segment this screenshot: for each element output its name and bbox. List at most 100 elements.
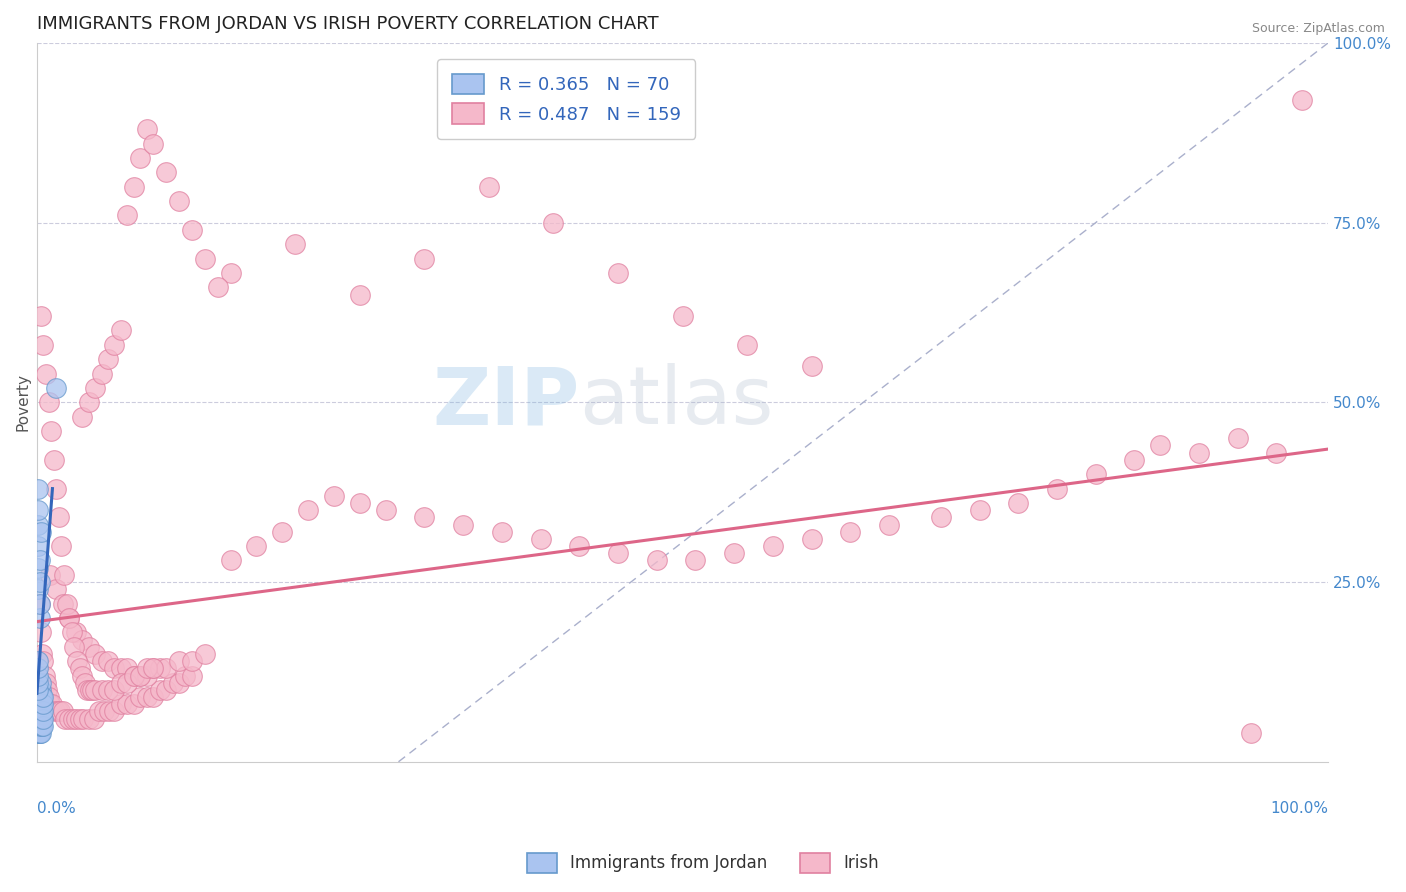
Point [27, 698, 49, 712]
Point [27, 582, 49, 597]
Point [32, 712, 55, 726]
Point [51, 539, 73, 553]
Point [90, 367, 112, 381]
Point [117, 698, 139, 712]
Point [27, 698, 49, 712]
Point [349, 496, 371, 510]
Point [30, 726, 52, 740]
Y-axis label: Poverty: Poverty [15, 374, 30, 432]
Point [110, 323, 132, 337]
Point [800, 532, 823, 546]
Point [27, 719, 49, 733]
Point [65, 712, 87, 726]
Point [142, 136, 165, 151]
Point [65, 625, 87, 640]
Point [63, 640, 86, 654]
Point [194, 647, 217, 661]
Point [31, 705, 53, 719]
Point [162, 675, 184, 690]
Point [671, 309, 693, 323]
Point [349, 287, 371, 301]
Point [800, 359, 823, 374]
Point [478, 179, 501, 194]
Point [58, 712, 80, 726]
Point [117, 675, 139, 690]
Point [38, 395, 60, 409]
Point [31, 719, 53, 733]
Point [135, 668, 157, 682]
Point [27, 560, 49, 574]
Point [28, 698, 51, 712]
Text: ZIP: ZIP [432, 363, 579, 442]
Point [83, 712, 105, 726]
Point [607, 546, 630, 560]
Point [28, 682, 51, 697]
Point [27, 654, 49, 668]
Point [76, 682, 98, 697]
Point [69, 712, 91, 726]
Point [723, 546, 745, 560]
Point [77, 640, 100, 654]
Point [84, 647, 107, 661]
Point [1226, 431, 1249, 445]
Point [30, 524, 52, 539]
Point [52, 705, 75, 719]
Point [413, 252, 436, 266]
Point [28, 705, 51, 719]
Point [58, 611, 80, 625]
Point [42, 453, 65, 467]
Point [174, 668, 197, 682]
Point [77, 712, 100, 726]
Point [32, 698, 55, 712]
Point [110, 698, 132, 712]
Point [1123, 453, 1146, 467]
Point [135, 690, 157, 704]
Point [97, 682, 120, 697]
Point [32, 654, 55, 668]
Point [97, 352, 120, 367]
Point [28, 712, 51, 726]
Point [27, 675, 49, 690]
Point [568, 539, 591, 553]
Point [90, 654, 112, 668]
Point [35, 675, 58, 690]
Point [27, 726, 49, 740]
Point [167, 675, 190, 690]
Point [122, 668, 145, 682]
Point [129, 668, 152, 682]
Point [28, 597, 51, 611]
Point [31, 690, 53, 704]
Text: 100.0%: 100.0% [1270, 801, 1329, 816]
Point [27, 712, 49, 726]
Point [62, 712, 84, 726]
Point [27, 726, 49, 740]
Point [31, 647, 53, 661]
Point [110, 661, 132, 675]
Point [322, 489, 344, 503]
Point [27, 690, 49, 704]
Point [53, 567, 76, 582]
Point [1265, 445, 1288, 459]
Point [69, 661, 91, 675]
Point [32, 719, 55, 733]
Point [877, 517, 900, 532]
Point [28, 726, 51, 740]
Point [180, 668, 202, 682]
Point [167, 194, 190, 208]
Point [167, 654, 190, 668]
Legend: R = 0.365   N = 70, R = 0.487   N = 159: R = 0.365 N = 70, R = 0.487 N = 159 [437, 59, 695, 139]
Point [27, 705, 49, 719]
Point [27, 482, 49, 496]
Point [93, 705, 115, 719]
Point [1007, 496, 1029, 510]
Point [39, 424, 62, 438]
Point [103, 338, 125, 352]
Point [84, 381, 107, 395]
Point [122, 179, 145, 194]
Point [38, 698, 60, 712]
Point [30, 719, 52, 733]
Point [180, 654, 202, 668]
Point [30, 705, 52, 719]
Point [55, 597, 77, 611]
Point [155, 682, 177, 697]
